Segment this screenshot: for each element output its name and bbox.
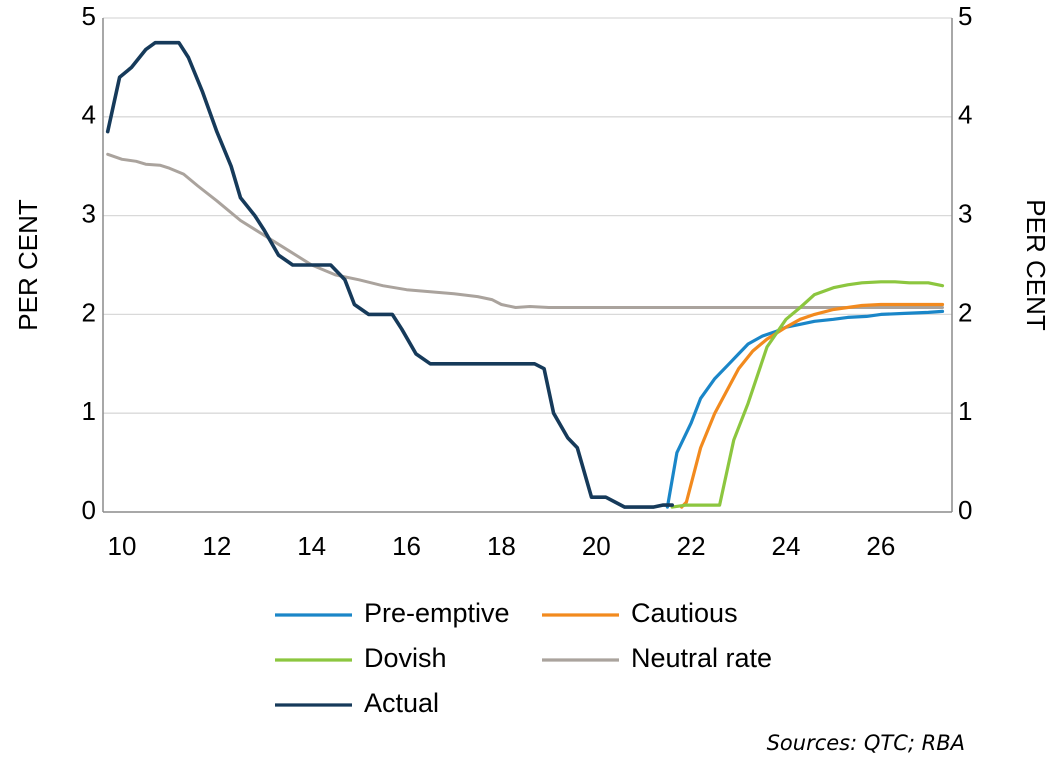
y-tick-labels-left: 0 1 2 3 4 5 <box>82 1 96 525</box>
x-tick-label: 14 <box>297 531 326 561</box>
legend: Pre-emptive Cautious Dovish Neutral rate Act… <box>275 598 772 718</box>
legend-label: Cautious <box>631 598 738 628</box>
y-tick-label: 3 <box>82 198 96 228</box>
legend-label: Actual <box>364 688 439 718</box>
x-tick-label: 22 <box>677 531 706 561</box>
series-line-pre-emptive <box>665 309 945 509</box>
y-axis-title-right: PER CENT <box>1021 199 1051 331</box>
source-note: Sources: QTC; RBA <box>767 731 965 755</box>
x-tick-labels: 10 12 14 16 18 20 22 24 26 <box>108 531 896 561</box>
y-tick-label: 4 <box>82 100 96 130</box>
y-tick-label-right: 3 <box>958 198 972 228</box>
plot-frame <box>102 18 953 513</box>
y-tick-label-right: 2 <box>958 297 972 327</box>
series-line-neutral <box>106 152 944 309</box>
y-tick-label-right: 1 <box>958 396 972 426</box>
y-tick-label: 0 <box>82 495 96 525</box>
legend-label: Pre-emptive <box>364 598 510 628</box>
y-tick-labels-right: 0 1 2 3 4 5 <box>958 1 972 525</box>
y-tick-label-right: 4 <box>958 100 972 130</box>
x-tick-label: 18 <box>487 531 516 561</box>
y-tick-label-right: 5 <box>958 1 972 31</box>
y-tick-label: 5 <box>82 1 96 31</box>
series-line-actual <box>105 40 675 509</box>
y-axis-title-left: PER CENT <box>13 199 43 331</box>
x-tick-label: 16 <box>392 531 421 561</box>
legend-label: Neutral rate <box>631 643 772 673</box>
series-lines <box>105 40 945 509</box>
gridlines <box>103 17 952 414</box>
series-line-dovish <box>670 280 945 509</box>
y-tick-label-right: 0 <box>958 495 972 525</box>
series-line-cautious <box>679 302 945 509</box>
y-tick-label: 1 <box>82 396 96 426</box>
legend-label: Dovish <box>364 643 447 673</box>
x-tick-label: 20 <box>582 531 611 561</box>
y-tick-label: 2 <box>82 297 96 327</box>
x-tick-label: 10 <box>108 531 137 561</box>
x-tick-label: 26 <box>866 531 895 561</box>
x-tick-label: 12 <box>202 531 231 561</box>
x-tick-label: 24 <box>772 531 801 561</box>
